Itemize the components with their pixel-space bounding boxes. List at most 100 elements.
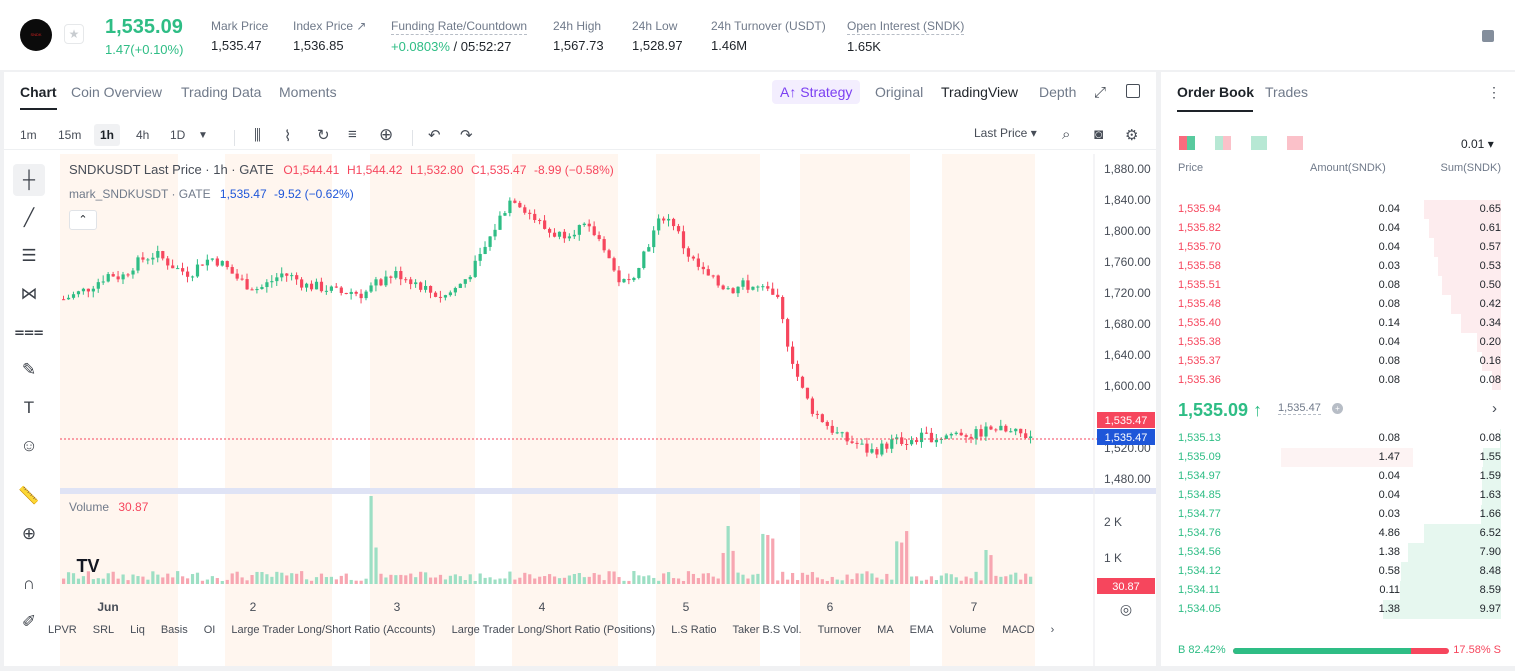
volume-bar — [731, 550, 735, 584]
tab-order-book[interactable]: Order Book — [1177, 84, 1255, 100]
add-indicator-icon[interactable]: ⊕ — [379, 125, 394, 144]
camera-icon[interactable]: ◙ — [1094, 126, 1104, 143]
indicator-item[interactable]: Taker B.S Vol. — [732, 624, 802, 636]
ask-row[interactable]: 1,535.58 0.03 0.53 — [1161, 257, 1515, 276]
pattern-icon[interactable]: ⋈ — [20, 284, 38, 303]
indicator-item[interactable]: Turnover — [817, 624, 862, 636]
chevron-down-icon[interactable]: ▼ — [198, 130, 208, 141]
chart-canvas[interactable]: 1,880.00 1,840.00 1,800.00 1,760.00 1,720.00… — [60, 154, 1156, 666]
window-icon[interactable] — [1126, 84, 1140, 98]
chart-panel: Chart Coin Overview Trading Data Moments… — [4, 72, 1156, 666]
horizontal-lines-icon[interactable]: ☰ — [21, 246, 37, 265]
tab-chart[interactable]: Chart — [20, 84, 57, 110]
chevron-right-icon[interactable]: › — [1050, 624, 1055, 636]
bid-row[interactable]: 1,534.12 0.58 8.48 — [1161, 562, 1515, 581]
book-icon[interactable] — [1482, 30, 1494, 42]
bid-row[interactable]: 1,534.76 4.86 6.52 — [1161, 524, 1515, 543]
ask-row[interactable]: 1,535.36 0.08 0.08 — [1161, 371, 1515, 390]
fib-icon[interactable]: ⩶ — [14, 322, 44, 341]
replay-icon[interactable]: ↻ — [317, 127, 330, 144]
strategy-button[interactable]: A↑ Strategy — [772, 80, 861, 104]
indicator-item[interactable]: SRL — [92, 624, 115, 636]
bid-row[interactable]: 1,534.05 1.38 9.97 — [1161, 600, 1515, 619]
candle-body — [190, 276, 195, 278]
timeframe-4h[interactable]: 4h — [136, 128, 150, 142]
ask-row[interactable]: 1,535.48 0.08 0.42 — [1161, 295, 1515, 314]
volume-bar — [870, 573, 874, 584]
indicator-item[interactable]: Basis — [160, 624, 188, 636]
tab-coin-overview[interactable]: Coin Overview — [71, 84, 163, 100]
indicator-item[interactable]: Volume — [949, 624, 987, 636]
pencil-icon[interactable]: ✐ — [21, 612, 37, 631]
text-icon[interactable]: T — [23, 398, 35, 417]
template-icon[interactable]: ≡ — [348, 126, 357, 143]
bid-row[interactable]: 1,535.13 0.08 0.08 — [1161, 429, 1515, 448]
candle-body — [424, 285, 428, 290]
brush-icon[interactable]: ✎ — [21, 360, 37, 379]
redo-icon[interactable]: ↷ — [460, 127, 473, 144]
view-tradingview[interactable]: TradingView — [941, 84, 1019, 100]
volume-bar — [617, 577, 621, 584]
indicator-item[interactable]: Large Trader Long/Short Ratio (Accounts) — [231, 624, 436, 636]
view-bids-icon[interactable] — [1251, 136, 1267, 150]
bid-row[interactable]: 1,534.56 1.38 7.90 — [1161, 543, 1515, 562]
tab-trading-data[interactable]: Trading Data — [181, 84, 262, 100]
ask-row[interactable]: 1,535.70 0.04 0.57 — [1161, 238, 1515, 257]
tradingview-logo: TV — [76, 556, 99, 576]
search-icon[interactable]: ⌕ — [1062, 126, 1071, 143]
price-chart[interactable]: 1,880.00 1,840.00 1,800.00 1,760.00 1,720.00… — [60, 154, 1156, 666]
indicator-item[interactable]: Liq — [130, 624, 145, 636]
indicator-item[interactable]: MA — [877, 624, 894, 636]
tab-moments[interactable]: Moments — [279, 84, 337, 100]
indicators-icon[interactable]: ⌇ — [284, 128, 292, 145]
volume-bar — [205, 579, 210, 584]
bid-price: 1,534.85 — [1178, 489, 1221, 501]
ask-row[interactable]: 1,535.82 0.04 0.61 — [1161, 219, 1515, 238]
emoji-icon[interactable]: ☺ — [20, 436, 38, 455]
zoom-in-icon[interactable]: ⊕ — [21, 524, 37, 543]
bid-row[interactable]: 1,534.97 0.04 1.59 — [1161, 467, 1515, 486]
indicator-item[interactable]: OI — [203, 624, 216, 636]
timeframe-15m[interactable]: 15m — [58, 128, 82, 142]
ask-row[interactable]: 1,535.38 0.04 0.20 — [1161, 333, 1515, 352]
ask-row[interactable]: 1,535.40 0.14 0.34 — [1161, 314, 1515, 333]
tab-trades[interactable]: Trades — [1265, 84, 1309, 100]
more-icon[interactable]: ⋮ — [1487, 84, 1501, 100]
volume-bar — [597, 574, 601, 584]
indicator-item[interactable]: EMA — [909, 624, 934, 636]
collapse-legend-button[interactable]: ⌃ — [69, 210, 97, 230]
precision-select[interactable]: 0.01 ▾ — [1461, 137, 1494, 151]
indicator-item[interactable]: LPVR — [48, 624, 77, 636]
chevron-right-icon[interactable]: › — [1492, 400, 1497, 417]
indicator-item[interactable]: Large Trader Long/Short Ratio (Positions… — [451, 624, 656, 636]
crosshair-icon[interactable]: ┼ — [13, 164, 45, 196]
view-both-icon[interactable] — [1179, 136, 1195, 150]
candle-type-icon[interactable]: ⫼ — [254, 127, 261, 144]
stat-index-price[interactable]: Index Price ↗ 1,536.85 — [293, 19, 367, 53]
undo-icon[interactable]: ↶ — [428, 127, 441, 144]
view-asks-icon[interactable] — [1287, 136, 1303, 150]
view-split-icon[interactable] — [1215, 136, 1231, 150]
bid-row[interactable]: 1,534.85 0.04 1.63 — [1161, 486, 1515, 505]
view-depth[interactable]: Depth — [1039, 84, 1077, 100]
indicator-item[interactable]: MACD — [1002, 624, 1035, 636]
expand-icon[interactable]: ⤢ — [1094, 84, 1107, 101]
magnet-icon[interactable]: ∩ — [22, 574, 36, 593]
bid-row[interactable]: 1,534.11 0.11 8.59 — [1161, 581, 1515, 600]
settings-circle-icon[interactable]: ◎ — [1120, 601, 1132, 617]
trendline-icon[interactable]: ╱ — [23, 208, 35, 227]
timeframe-1d[interactable]: 1D — [170, 128, 186, 142]
gear-icon[interactable]: ⚙ — [1125, 127, 1139, 144]
ruler-icon[interactable]: 📏 — [18, 486, 40, 505]
bid-row[interactable]: 1,534.77 0.03 1.66 — [1161, 505, 1515, 524]
price-type-select[interactable]: Last Price ▾ — [974, 126, 1037, 140]
view-original[interactable]: Original — [875, 84, 924, 100]
favorite-star-icon[interactable]: ★ — [64, 24, 84, 44]
timeframe-1h[interactable]: 1h — [94, 124, 121, 146]
ask-row[interactable]: 1,535.94 0.04 0.65 — [1161, 200, 1515, 219]
ask-row[interactable]: 1,535.37 0.08 0.16 — [1161, 352, 1515, 371]
bid-row[interactable]: 1,535.09 1.47 1.55 — [1161, 448, 1515, 467]
indicator-item[interactable]: L.S Ratio — [671, 624, 717, 636]
ask-row[interactable]: 1,535.51 0.08 0.50 — [1161, 276, 1515, 295]
timeframe-1m[interactable]: 1m — [20, 128, 37, 142]
